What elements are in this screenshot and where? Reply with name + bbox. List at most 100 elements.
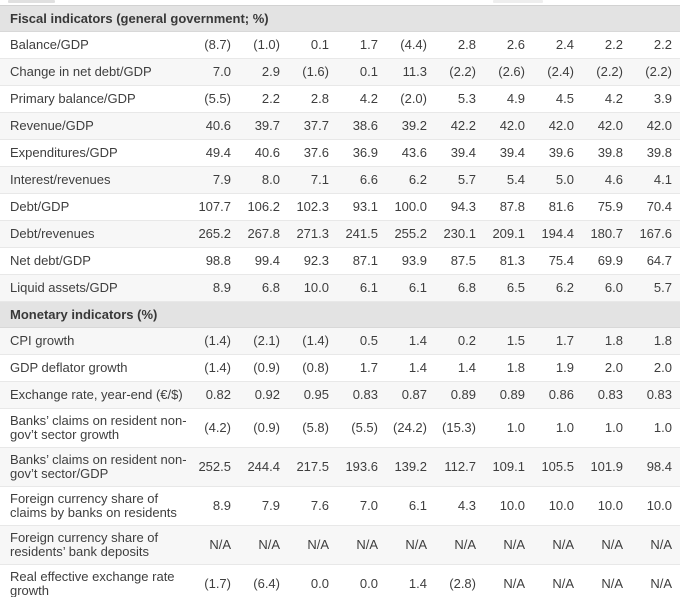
row-value: 6.2 xyxy=(386,166,435,194)
table-row: Exchange rate, year-end (€/$) 0.82 0.92 0.… xyxy=(0,381,680,409)
row-value: 167.6 xyxy=(631,220,680,248)
row-value: 39.6 xyxy=(533,139,582,167)
row-value: (5.5) xyxy=(190,85,239,113)
cropped-text-fragment xyxy=(8,0,55,3)
row-value: 11.3 xyxy=(386,58,435,86)
row-value: 241.5 xyxy=(337,220,386,248)
row-value: 10.0 xyxy=(582,486,631,526)
row-value: (0.8) xyxy=(288,354,337,382)
row-label: Change in net debt/GDP xyxy=(0,58,190,86)
row-value: 4.2 xyxy=(582,85,631,113)
row-value: 1.0 xyxy=(631,408,680,448)
row-value: 267.8 xyxy=(239,220,288,248)
row-value: (1.7) xyxy=(190,564,239,597)
row-value: (1.4) xyxy=(190,354,239,382)
row-value: 39.2 xyxy=(386,112,435,140)
row-value: (24.2) xyxy=(386,408,435,448)
indicators-table: Fiscal indicators (general government; %… xyxy=(0,5,680,597)
row-value: 75.4 xyxy=(533,247,582,275)
row-value: 139.2 xyxy=(386,447,435,487)
row-value: N/A xyxy=(239,525,288,565)
row-value: 6.2 xyxy=(533,274,582,302)
row-value: (1.4) xyxy=(288,327,337,355)
row-value: 0.86 xyxy=(533,381,582,409)
row-value: (1.0) xyxy=(239,31,288,59)
row-value: 10.0 xyxy=(533,486,582,526)
row-value: 4.1 xyxy=(631,166,680,194)
row-label: Debt/revenues xyxy=(0,220,190,248)
row-value: 2.0 xyxy=(631,354,680,382)
row-value: 7.9 xyxy=(190,166,239,194)
row-value: 4.3 xyxy=(435,486,484,526)
row-value: 4.9 xyxy=(484,85,533,113)
row-value: 6.1 xyxy=(386,486,435,526)
row-value: 255.2 xyxy=(386,220,435,248)
row-value: 1.4 xyxy=(435,354,484,382)
row-value: 2.2 xyxy=(582,31,631,59)
row-value: 6.6 xyxy=(337,166,386,194)
row-value: 39.8 xyxy=(582,139,631,167)
row-value: (6.4) xyxy=(239,564,288,597)
row-value: (2.4) xyxy=(533,58,582,86)
row-value: (1.4) xyxy=(190,327,239,355)
row-value: 102.3 xyxy=(288,193,337,221)
row-value: 107.7 xyxy=(190,193,239,221)
row-value: 105.5 xyxy=(533,447,582,487)
table-row: Liquid assets/GDP 8.9 6.8 10.0 6.1 6.1 6.8 6.5… xyxy=(0,274,680,302)
table-row: Banks’ claims on resident non-gov’t sect… xyxy=(0,447,680,487)
row-value: 38.6 xyxy=(337,112,386,140)
row-value: 93.9 xyxy=(386,247,435,275)
row-value: N/A xyxy=(288,525,337,565)
row-label: Primary balance/GDP xyxy=(0,85,190,113)
row-value: 244.4 xyxy=(239,447,288,487)
row-value: 8.9 xyxy=(190,274,239,302)
row-value: (2.8) xyxy=(435,564,484,597)
row-value: 109.1 xyxy=(484,447,533,487)
row-value: 112.7 xyxy=(435,447,484,487)
row-value: 2.6 xyxy=(484,31,533,59)
row-value: 5.3 xyxy=(435,85,484,113)
row-value: 36.9 xyxy=(337,139,386,167)
row-value: 0.89 xyxy=(484,381,533,409)
row-value: 0.95 xyxy=(288,381,337,409)
row-value: 99.4 xyxy=(239,247,288,275)
row-value: N/A xyxy=(484,564,533,597)
row-value: 64.7 xyxy=(631,247,680,275)
row-value: (4.4) xyxy=(386,31,435,59)
row-value: 1.5 xyxy=(484,327,533,355)
row-value: 2.0 xyxy=(582,354,631,382)
row-label: Balance/GDP xyxy=(0,31,190,59)
row-value: 5.0 xyxy=(533,166,582,194)
row-label: Net debt/GDP xyxy=(0,247,190,275)
row-value: 0.83 xyxy=(582,381,631,409)
row-label: Revenue/GDP xyxy=(0,112,190,140)
row-value: 180.7 xyxy=(582,220,631,248)
row-label: Banks’ claims on resident non-gov’t sect… xyxy=(0,447,190,487)
row-value: 6.8 xyxy=(239,274,288,302)
row-value: (4.2) xyxy=(190,408,239,448)
table-row: Banks’ claims on resident non-gov’t sect… xyxy=(0,408,680,448)
row-value: 10.0 xyxy=(631,486,680,526)
row-value: 39.7 xyxy=(239,112,288,140)
row-value: 7.0 xyxy=(190,58,239,86)
row-label: Expenditures/GDP xyxy=(0,139,190,167)
row-value: 49.4 xyxy=(190,139,239,167)
row-value: (2.0) xyxy=(386,85,435,113)
row-value: (5.8) xyxy=(288,408,337,448)
row-value: 1.7 xyxy=(533,327,582,355)
row-value: 1.4 xyxy=(386,327,435,355)
row-value: 39.4 xyxy=(484,139,533,167)
row-value: 7.6 xyxy=(288,486,337,526)
row-value: 4.2 xyxy=(337,85,386,113)
row-value: 2.8 xyxy=(288,85,337,113)
row-value: 10.0 xyxy=(288,274,337,302)
row-value: 87.1 xyxy=(337,247,386,275)
row-value: 0.92 xyxy=(239,381,288,409)
table-row: Debt/revenues 265.2 267.8 271.3 241.5 255.2 2… xyxy=(0,220,680,248)
row-value: 42.2 xyxy=(435,112,484,140)
section-header-label: Fiscal indicators (general government; %… xyxy=(0,5,680,32)
row-value: 0.82 xyxy=(190,381,239,409)
row-value: 0.89 xyxy=(435,381,484,409)
row-value: 5.4 xyxy=(484,166,533,194)
